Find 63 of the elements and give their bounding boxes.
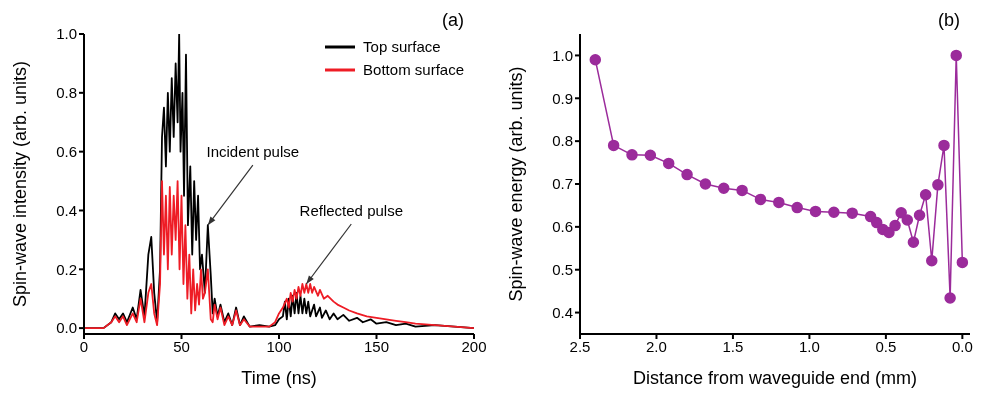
legend-label: Top surface (363, 38, 441, 55)
y-tick-label: 0.8 (56, 84, 77, 102)
x-tick-label: 0 (79, 337, 89, 355)
point (944, 292, 956, 304)
y-tick-label: 0.8 (552, 132, 573, 150)
point (883, 226, 895, 239)
chart-title: (b) (938, 10, 960, 31)
point (718, 182, 730, 195)
y-tick-label: 0.9 (552, 89, 573, 107)
x-tick-label: 0.5 (875, 337, 897, 355)
point (895, 206, 907, 219)
x-tick-label: 2.0 (646, 337, 667, 355)
y-tick-label: 0.5 (552, 261, 573, 279)
annotation: Incident pulse (206, 143, 300, 161)
y-axis-title: Spin-wave energy (arb. units) (506, 66, 527, 302)
y-axis-title: Spin-wave intensity (arb. units) (10, 60, 31, 308)
point (809, 205, 822, 218)
point (607, 139, 620, 152)
x-tick-label: 150 (363, 337, 390, 355)
y-tick-label: 1.0 (56, 25, 77, 43)
annotation: Reflected pulse (299, 202, 403, 219)
point (754, 193, 767, 206)
x-tick-label: 2.5 (569, 337, 591, 355)
x-tick-label: 0.0 (951, 337, 973, 355)
x-tick-label: 50 (173, 337, 190, 355)
point (901, 214, 914, 226)
x-axis-title: Distance from waveguide end (mm) (632, 368, 918, 388)
point (907, 236, 920, 249)
point (828, 206, 840, 219)
point (938, 139, 950, 152)
point (956, 256, 969, 269)
point (681, 168, 693, 181)
point (644, 149, 657, 162)
y-tick-label: 0.4 (56, 201, 77, 219)
chart-title: (a) (442, 10, 464, 31)
x-tick-label: 1.5 (722, 337, 744, 355)
point (699, 178, 712, 190)
point (791, 201, 803, 214)
point (626, 149, 638, 161)
y-tick-label: 0.6 (56, 142, 77, 160)
point (932, 179, 944, 191)
y-tick-label: 0.7 (552, 175, 573, 193)
line-series (84, 180, 474, 330)
point (589, 53, 602, 66)
x-axis-title: Time (ns) (241, 368, 317, 388)
y-tick-label: 0.4 (552, 303, 573, 321)
x-tick-label: 200 (461, 337, 487, 355)
point (889, 219, 901, 232)
point (950, 49, 962, 62)
point (926, 254, 938, 267)
y-tick-label: 1.0 (552, 46, 573, 64)
point (773, 196, 785, 209)
point (662, 157, 675, 170)
legend-label: Bottom surface (363, 61, 464, 78)
point (846, 207, 858, 219)
point (736, 184, 748, 197)
y-tick-label: 0.2 (56, 260, 77, 278)
y-tick-label: 0.6 (552, 218, 573, 236)
x-tick-label: 1.0 (798, 337, 820, 355)
y-tick-label: 0.0 (56, 319, 77, 337)
x-tick-label: 100 (266, 337, 292, 355)
point (913, 209, 926, 222)
point (919, 188, 932, 201)
